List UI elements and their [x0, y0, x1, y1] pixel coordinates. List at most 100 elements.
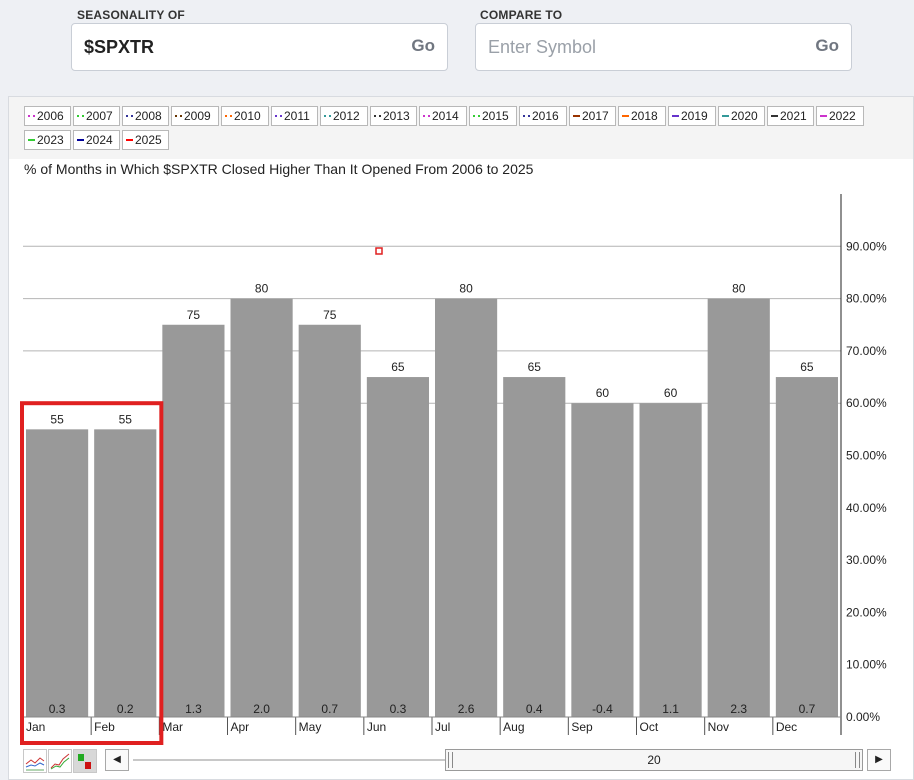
- seasonality-label: SEASONALITY OF: [77, 8, 185, 22]
- legend-label: 2007: [86, 109, 113, 123]
- compare-go-button[interactable]: Go: [815, 36, 839, 55]
- bar-dec: [775, 377, 838, 717]
- legend-year-2009[interactable]: 2009: [171, 106, 219, 126]
- legend-year-2018[interactable]: 2018: [618, 106, 666, 126]
- chart-title: % of Months in Which $SPXTR Closed Highe…: [24, 161, 534, 177]
- x-tick-label: Apr: [231, 720, 250, 734]
- legend-swatch: [126, 114, 133, 117]
- seasonality-go-button[interactable]: Go: [411, 36, 435, 55]
- bar-sep: [571, 403, 634, 717]
- legend-year-2019[interactable]: 2019: [668, 106, 716, 126]
- legend-label: 2012: [333, 109, 360, 123]
- x-tick-label: Sep: [571, 720, 593, 734]
- legend-swatch: [820, 114, 827, 117]
- legend-year-2012[interactable]: 2012: [320, 106, 368, 126]
- bar-chart-toggle[interactable]: [73, 749, 97, 773]
- y-tick-label: 30.00%: [846, 553, 887, 567]
- bar-chart-icon: [78, 754, 91, 769]
- legend-swatch: [77, 114, 84, 117]
- y-tick-label: 10.00%: [846, 658, 887, 672]
- bar-value-label: 80: [732, 282, 746, 296]
- legend-year-2011[interactable]: 2011: [271, 106, 318, 126]
- bar-oct: [639, 403, 702, 717]
- y-tick-label: 60.00%: [846, 396, 887, 410]
- bar-avg-change-label: 0.2: [117, 702, 134, 716]
- legend-swatch: [622, 114, 629, 117]
- x-tick-label: May: [299, 720, 322, 734]
- legend-swatch: [28, 138, 35, 141]
- legend-swatch: [225, 114, 232, 117]
- legend-label: 2008: [135, 109, 162, 123]
- bar-value-label: 60: [596, 386, 610, 400]
- bar-avg-change-label: 2.3: [730, 702, 747, 716]
- x-tick-label: Jan: [26, 720, 45, 734]
- legend-year-2024[interactable]: 2024: [73, 130, 120, 150]
- bar-avg-change-label: 1.3: [185, 702, 202, 716]
- legend-label: 2025: [135, 133, 162, 147]
- bar-value-label: 75: [187, 308, 201, 322]
- seasonality-bar-chart: 0.00% 10.00% 20.00% 30.00% 40.00% 50.00% 60.00…: [20, 194, 887, 745]
- range-scroll-thumb[interactable]: 20: [445, 749, 863, 771]
- line-chart-toggle[interactable]: [23, 749, 47, 773]
- legend-label: 2014: [432, 109, 459, 123]
- compare-label: COMPARE TO: [480, 8, 563, 22]
- legend-swatch: [672, 114, 679, 117]
- x-tick-label: Jul: [435, 720, 450, 734]
- legend-swatch: [324, 114, 331, 117]
- scroll-left-button[interactable]: ◀: [105, 749, 129, 771]
- bar-avg-change-label: -0.4: [592, 702, 613, 716]
- bar-value-label: 55: [50, 412, 64, 426]
- scroll-track[interactable]: [133, 759, 445, 761]
- legend-year-2023[interactable]: 2023: [24, 130, 71, 150]
- bar-value-label: 65: [528, 360, 542, 374]
- legend-year-2006[interactable]: 2006: [24, 106, 71, 126]
- chart-controls: ◀ 20 ▶: [9, 745, 913, 779]
- y-tick-label: 40.00%: [846, 501, 887, 515]
- legend-year-2010[interactable]: 2010: [221, 106, 269, 126]
- bar-value-label: 55: [119, 412, 133, 426]
- bar-jun: [366, 377, 429, 717]
- bar-avg-change-label: 0.3: [390, 702, 407, 716]
- bar-may: [298, 324, 361, 717]
- seasonality-symbol-field[interactable]: $SPXTR Go: [71, 23, 448, 71]
- year-legend: 2006 2007 2008 2009 2010 2011 2012 2013 2014 2015…: [9, 97, 913, 159]
- bar-avg-change-label: 0.4: [526, 702, 543, 716]
- legend-year-2014[interactable]: 2014: [419, 106, 467, 126]
- bar-avg-change-label: 0.7: [799, 702, 816, 716]
- seasonality-symbol-value[interactable]: $SPXTR: [84, 37, 155, 57]
- bar-nov: [707, 298, 770, 717]
- legend-label: 2009: [184, 109, 211, 123]
- legend-year-2008[interactable]: 2008: [122, 106, 169, 126]
- y-tick-label: 80.00%: [846, 292, 887, 306]
- chart-panel: 2006 2007 2008 2009 2010 2011 2012 2013 2014 2015…: [8, 96, 914, 780]
- legend-swatch: [77, 138, 84, 141]
- legend-year-2020[interactable]: 2020: [718, 106, 765, 126]
- x-tick-label: Jun: [367, 720, 386, 734]
- compare-symbol-field[interactable]: Go: [475, 23, 852, 71]
- legend-swatch: [126, 138, 133, 141]
- y-tick-label: 0.00%: [846, 710, 880, 724]
- bar-avg-change-label: 0.7: [321, 702, 338, 716]
- legend-label: 2016: [532, 109, 559, 123]
- scroll-right-button[interactable]: ▶: [867, 749, 891, 771]
- line-chart-icon: [25, 757, 45, 771]
- legend-label: 2020: [731, 109, 758, 123]
- x-tick-label: Dec: [776, 720, 797, 734]
- legend-year-2022[interactable]: 2022: [816, 106, 864, 126]
- legend-label: 2024: [86, 133, 113, 147]
- legend-swatch: [771, 114, 778, 117]
- legend-year-2015[interactable]: 2015: [469, 106, 517, 126]
- legend-year-2017[interactable]: 2017: [569, 106, 616, 126]
- data-marker: [375, 247, 383, 255]
- x-tick-label: Oct: [640, 720, 659, 734]
- cumulative-chart-toggle[interactable]: [48, 749, 72, 773]
- legend-year-2021[interactable]: 2021: [767, 106, 814, 126]
- legend-year-2013[interactable]: 2013: [370, 106, 417, 126]
- x-tick-label: Feb: [94, 720, 115, 734]
- legend-year-2007[interactable]: 2007: [73, 106, 120, 126]
- legend-year-2016[interactable]: 2016: [519, 106, 567, 126]
- legend-year-2025[interactable]: 2025: [122, 130, 169, 150]
- legend-label: 2013: [383, 109, 410, 123]
- compare-symbol-input[interactable]: [486, 34, 786, 60]
- legend-label: 2011: [284, 109, 310, 123]
